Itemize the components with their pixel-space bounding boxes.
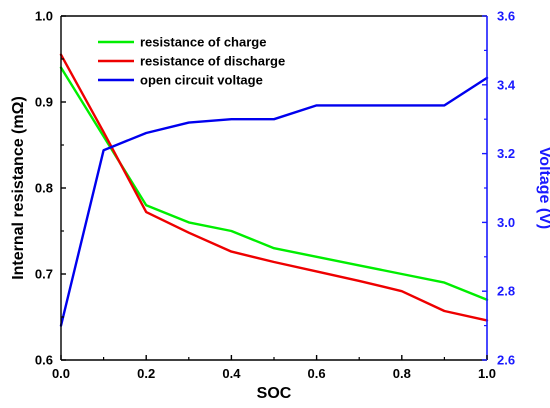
x-tick-label: 0.8 [393, 366, 411, 381]
y2-tick-label: 3.6 [497, 9, 515, 24]
y2-tick-label: 3.0 [497, 215, 515, 230]
y2-tick-label: 3.2 [497, 146, 515, 161]
y-tick-label: 0.8 [35, 181, 53, 196]
series-line-3 [59, 76, 489, 327]
plot-area [61, 16, 487, 360]
series-line-1 [59, 66, 489, 301]
legend: resistance of charge resistance of discha… [98, 35, 285, 88]
x-tick-label: 1.0 [478, 366, 496, 381]
y-tick-label: 1.0 [35, 9, 53, 24]
legend-label-1: resistance of charge [140, 35, 266, 50]
y-tick-label: 0.6 [35, 353, 53, 368]
y2-tick-label: 2.8 [497, 284, 515, 299]
y-axis-title: Internal resistance (mΩ) [10, 96, 27, 280]
x-tick-label: 0.2 [137, 366, 155, 381]
x-tick-label: 0.6 [308, 366, 326, 381]
x-tick-label: 0.0 [52, 366, 70, 381]
y2-tick-label: 3.4 [497, 77, 516, 92]
series-line-2 [59, 53, 489, 322]
x-tick-label: 0.4 [222, 366, 241, 381]
series-layer [59, 53, 489, 327]
y-tick-label: 0.9 [35, 95, 53, 110]
y2-axis-title: Voltage (V) [536, 147, 550, 229]
y-tick-label: 0.7 [35, 267, 53, 282]
y2-tick-label: 2.6 [497, 353, 515, 368]
x-axis-title: SOC [257, 385, 292, 402]
legend-label-3: open circuit voltage [140, 73, 263, 88]
ticks-layer: 0.0 0.2 0.4 0.6 0.8 1.00.60.70.80.91.02.62.83… [35, 9, 516, 382]
legend-label-2: resistance of discharge [140, 54, 285, 69]
